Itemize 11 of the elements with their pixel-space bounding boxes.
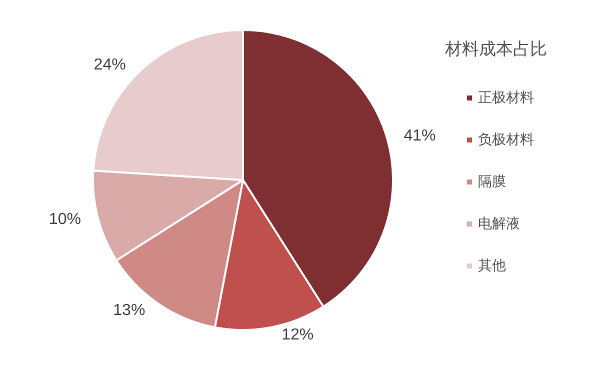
- data-label: 10%: [48, 210, 81, 228]
- data-label: 12%: [282, 326, 314, 344]
- legend-label: 电解液: [478, 216, 520, 232]
- legend-label: 隔膜: [478, 174, 506, 190]
- legend-label: 正极材料: [478, 90, 534, 106]
- data-label: 24%: [94, 56, 126, 74]
- legend-label: 负极材料: [478, 132, 534, 148]
- legend-title: 材料成本占比: [444, 40, 547, 60]
- legend-label: 其他: [478, 258, 506, 274]
- data-label: 13%: [113, 302, 146, 320]
- data-label: 41%: [404, 127, 436, 144]
